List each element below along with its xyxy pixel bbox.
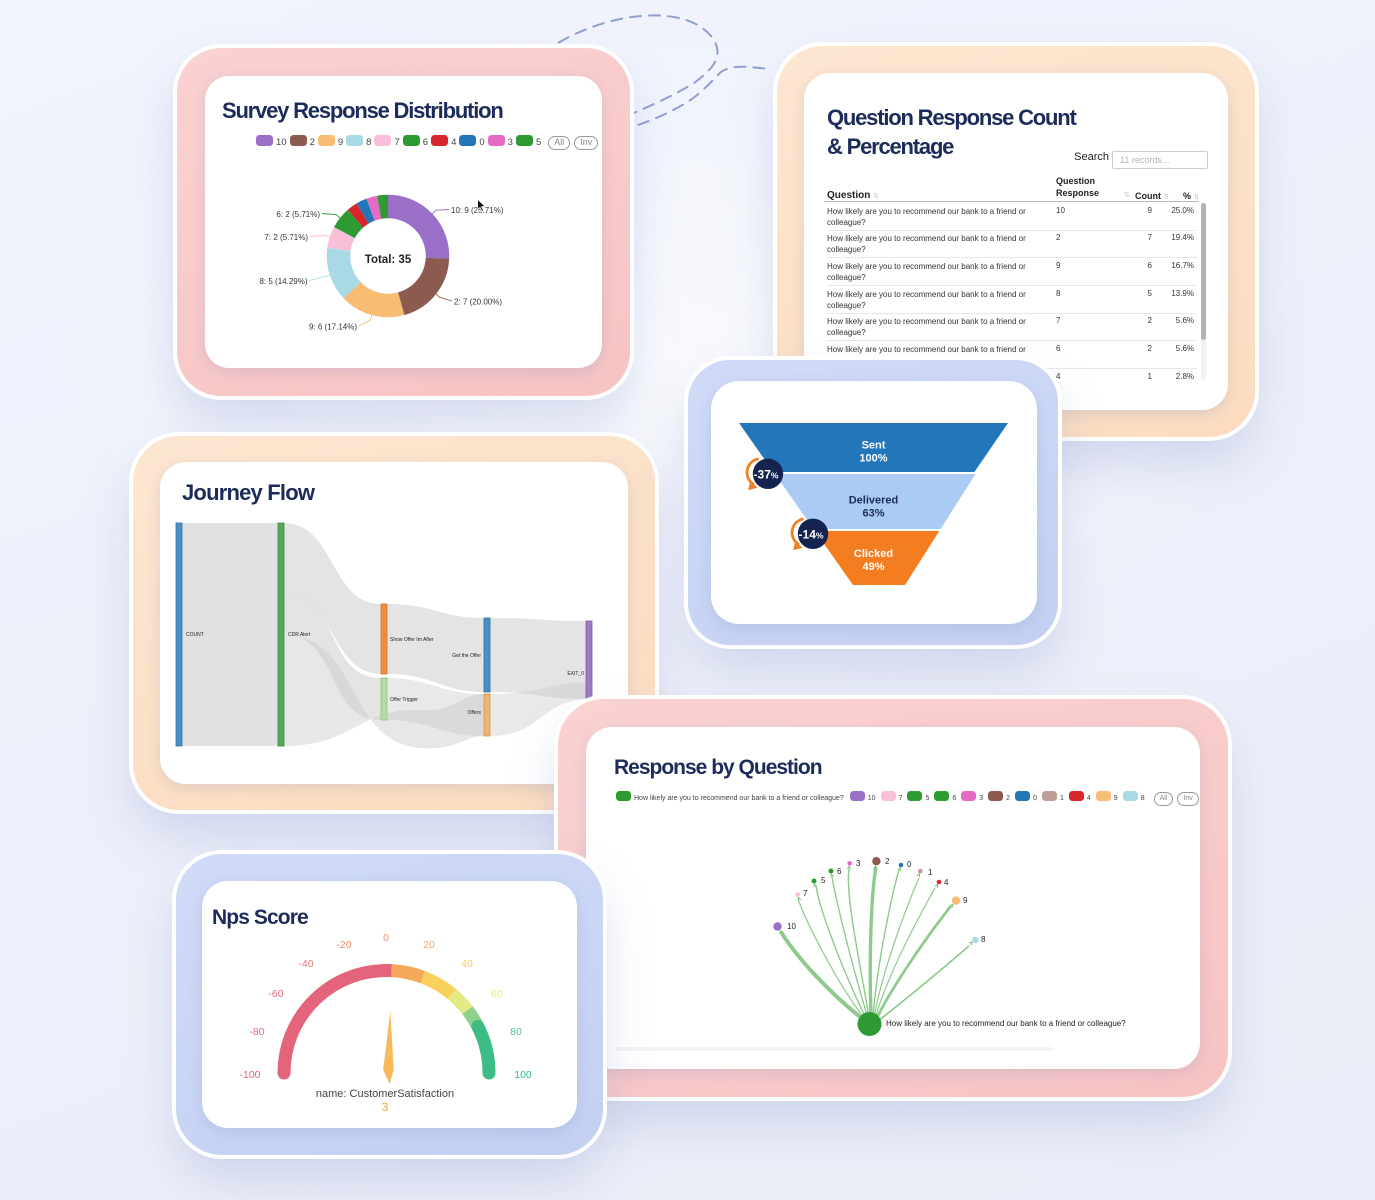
svg-text:Sent: Sent <box>862 440 886 452</box>
svg-text:2: 7 (20.00%): 2: 7 (20.00%) <box>454 298 502 307</box>
svg-text:Survey Response Distribution: Survey Response Distribution <box>222 98 503 123</box>
svg-text:CDR Alert: CDR Alert <box>288 632 311 638</box>
svg-text:4: 4 <box>944 878 949 887</box>
svg-text:1: 1 <box>928 868 933 877</box>
svg-text:-14%: -14% <box>799 528 824 542</box>
svg-text:9: 9 <box>963 896 968 905</box>
svg-text:6: 2 (5.71%): 6: 2 (5.71%) <box>276 210 320 219</box>
svg-text:-100: -100 <box>239 1069 260 1081</box>
svg-text:-60: -60 <box>268 988 283 1000</box>
svg-text:100: 100 <box>514 1069 532 1081</box>
svg-text:-80: -80 <box>249 1026 264 1038</box>
svg-text:name: CustomerSatisfaction: name: CustomerSatisfaction <box>316 1088 454 1100</box>
svg-text:Nps Score: Nps Score <box>212 906 308 929</box>
svg-text:2: 2 <box>885 857 890 866</box>
svg-text:Response by Question: Response by Question <box>614 756 822 779</box>
svg-text:EXIT_0: EXIT_0 <box>567 671 584 677</box>
svg-text:-37%: -37% <box>754 468 779 482</box>
svg-text:7: 7 <box>803 889 808 898</box>
svg-text:Offers: Offers <box>467 710 481 716</box>
svg-text:8: 5 (14.29%): 8: 5 (14.29%) <box>259 277 307 286</box>
svg-text:7: 2 (5.71%): 7: 2 (5.71%) <box>264 233 308 242</box>
svg-text:Delivered: Delivered <box>849 495 899 507</box>
svg-text:5: 5 <box>821 876 826 885</box>
svg-text:-40: -40 <box>298 958 313 970</box>
svg-text:3: 3 <box>382 1100 389 1114</box>
svg-text:100%: 100% <box>859 453 887 465</box>
svg-text:0: 0 <box>383 932 389 944</box>
svg-text:8: 8 <box>981 935 986 944</box>
svg-text:COUNT: COUNT <box>186 632 204 638</box>
svg-text:Clicked: Clicked <box>854 548 893 560</box>
svg-text:Get the Offer: Get the Offer <box>452 653 481 659</box>
svg-text:10: 9 (25.71%): 10: 9 (25.71%) <box>451 206 504 215</box>
svg-text:Show Offer Im After: Show Offer Im After <box>390 637 434 643</box>
svg-text:How likely are you to recommen: How likely are you to recommend our bank… <box>886 1019 1126 1028</box>
svg-text:60: 60 <box>491 988 503 1000</box>
svg-text:3: 3 <box>856 859 861 868</box>
svg-text:40: 40 <box>461 958 473 970</box>
svg-text:49%: 49% <box>862 561 884 573</box>
svg-text:20: 20 <box>423 939 435 951</box>
svg-text:80: 80 <box>510 1026 522 1038</box>
svg-text:10: 10 <box>787 922 796 931</box>
svg-text:9: 6 (17.14%): 9: 6 (17.14%) <box>309 323 357 332</box>
svg-text:Journey Flow: Journey Flow <box>182 480 316 505</box>
svg-text:Offer Trigger: Offer Trigger <box>390 697 418 703</box>
svg-text:63%: 63% <box>862 508 884 520</box>
svg-text:0: 0 <box>907 860 912 869</box>
svg-text:-20: -20 <box>336 939 351 951</box>
svg-text:Total: 35: Total: 35 <box>365 254 412 266</box>
svg-text:6: 6 <box>837 867 842 876</box>
